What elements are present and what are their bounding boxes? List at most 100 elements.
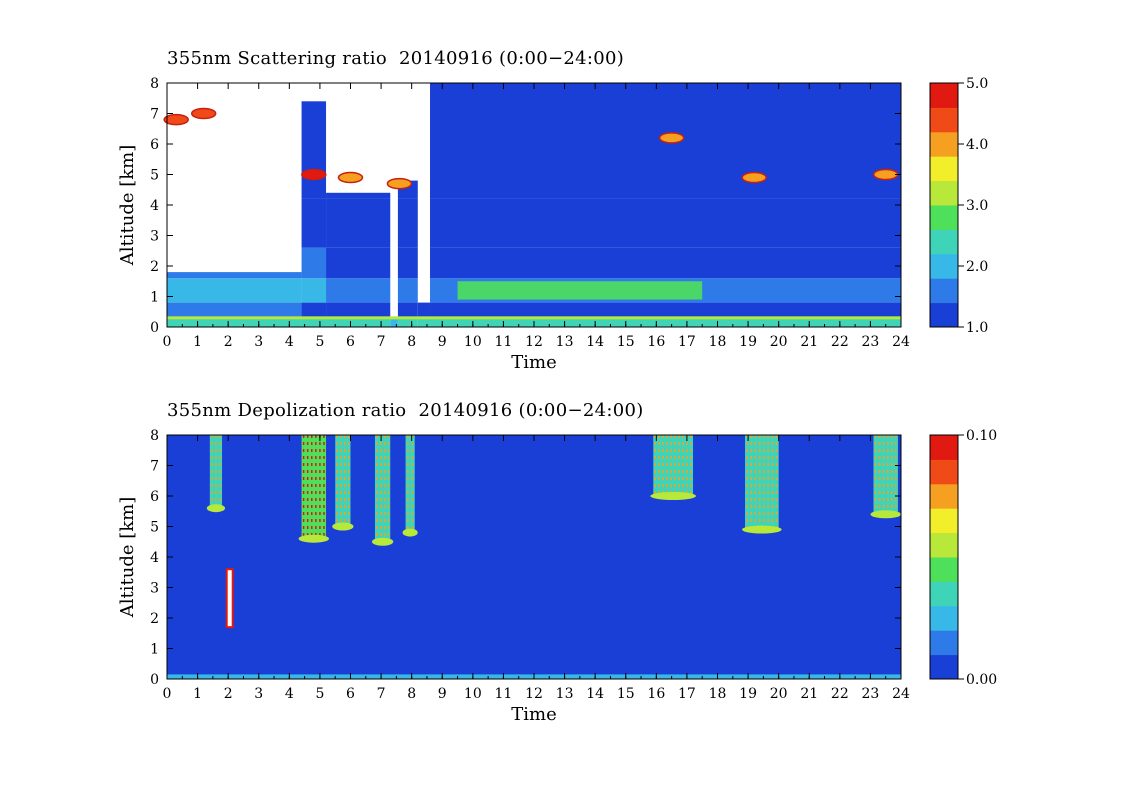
heatmap-cell	[326, 247, 391, 279]
colorbar-segment	[930, 605, 958, 613]
colorbar-segment	[930, 502, 958, 509]
colorbar-segment	[930, 211, 958, 218]
y-tick-label: 8	[150, 428, 159, 444]
cloud-feature	[337, 171, 364, 184]
colorbar-segment	[930, 83, 958, 90]
x-tick-label: 0	[163, 686, 172, 702]
y-axis-label: Altitude [km]	[117, 145, 138, 267]
x-tick-label: 22	[831, 334, 849, 350]
x-tick-label: 19	[739, 686, 757, 702]
colorbar-segment	[930, 538, 958, 546]
colorbar-segment	[930, 654, 958, 662]
colorbar-segment	[930, 308, 958, 316]
x-tick-label: 2	[224, 686, 233, 702]
x-tick-label: 21	[800, 334, 818, 350]
x-tick-label: 16	[647, 686, 665, 702]
depol-column	[745, 435, 779, 530]
colorbar-tick-label: 5.0	[966, 76, 988, 92]
x-tick-label: 22	[831, 686, 849, 702]
colorbar-segment	[930, 168, 958, 175]
depol-column	[873, 435, 898, 515]
chart-title: 355nm Scattering ratio 20140916 (0:00−24…	[167, 48, 625, 69]
heatmap-cell	[326, 302, 391, 318]
heatmap-layer	[163, 83, 901, 327]
cloud-base	[742, 525, 782, 534]
colorbar-segment	[930, 95, 958, 102]
x-tick-label: 13	[556, 686, 574, 702]
x-tick-label: 18	[709, 686, 727, 702]
heatmap-cell	[397, 317, 418, 327]
y-tick-label: 1	[150, 290, 159, 306]
colorbar-segment	[930, 107, 958, 114]
x-tick-label: 14	[586, 334, 604, 350]
heatmap-cell	[417, 317, 431, 327]
heatmap-cell	[390, 317, 398, 327]
cloud-feature	[658, 132, 685, 144]
colorbar-segment	[930, 198, 958, 206]
x-tick-label: 11	[495, 334, 513, 350]
colorbar-segment	[930, 557, 958, 564]
colorbar-segment	[930, 508, 958, 515]
heatmap-cell	[326, 192, 391, 199]
heatmap-cell	[430, 247, 901, 279]
colorbar-segment	[930, 532, 958, 540]
y-tick-label: 0	[150, 320, 159, 336]
x-tick-label: 15	[617, 686, 635, 702]
colorbar-segment	[930, 648, 958, 656]
y-tick-label: 7	[150, 107, 159, 123]
heatmap-cell	[430, 302, 901, 318]
x-tick-label: 8	[407, 334, 416, 350]
x-tick-label: 9	[438, 686, 447, 702]
colorbar-segment	[930, 526, 958, 534]
depol-column	[301, 435, 327, 539]
x-tick-label: 1	[193, 686, 202, 702]
x-tick-label: 6	[346, 686, 355, 702]
colorbar-segment	[930, 447, 958, 454]
colorbar-tick-label: 1.0	[966, 320, 988, 336]
colorbar-segment	[930, 496, 958, 503]
x-tick-label: 10	[464, 334, 482, 350]
x-tick-label: 5	[315, 686, 324, 702]
colorbar-segment	[930, 666, 958, 674]
scattering-ratio-chart: 0 1 2 3 4 5 6 7 8 9 10 11 12 13 14 15 16 17 18 19 20 21 22 23 24…	[117, 76, 988, 373]
heatmap-cell	[301, 198, 327, 248]
colorbar-segment	[930, 174, 958, 182]
colorbar-segment	[930, 483, 958, 491]
x-tick-label: 9	[438, 334, 447, 350]
colorbar-segment	[930, 235, 958, 243]
colorbar-segment	[930, 125, 958, 133]
colorbar-segment	[930, 290, 958, 297]
y-tick-label: 0	[150, 672, 159, 688]
colorbar-segment	[930, 630, 958, 637]
colorbar-segment	[930, 162, 958, 169]
colorbar-segment	[930, 611, 958, 619]
x-tick-label: 4	[285, 334, 294, 350]
colorbar-tick-label: 2.0	[966, 259, 988, 275]
x-tick-label: 5	[315, 334, 324, 350]
x-tick-label: 13	[556, 334, 574, 350]
colorbar-segment	[930, 563, 958, 570]
x-tick-label: 3	[254, 686, 263, 702]
colorbar-segment	[930, 259, 958, 267]
x-tick-label: 24	[892, 686, 910, 702]
colorbar-segment	[930, 272, 958, 279]
x-tick-label: 11	[495, 686, 513, 702]
x-axis-label: Time	[511, 704, 556, 725]
colorbar-segment	[930, 569, 958, 576]
colorbar-segment	[930, 453, 958, 460]
y-tick-label: 5	[150, 168, 159, 184]
heatmap-cell	[326, 278, 391, 303]
colorbar-segment	[930, 217, 958, 224]
y-tick-label: 3	[150, 581, 159, 597]
colorbar-segment	[930, 636, 958, 643]
cloud-feature	[386, 177, 413, 190]
colorbar-tick-label: 4.0	[966, 137, 988, 153]
x-tick-label: 3	[254, 334, 263, 350]
x-tick-label: 24	[892, 334, 910, 350]
chart-title: 355nm Depolization ratio 20140916 (0:00−…	[167, 400, 644, 421]
colorbar-segment	[930, 550, 958, 558]
x-tick-label: 17	[678, 334, 696, 350]
cloud-feature	[301, 168, 327, 181]
cloud-feature	[190, 107, 217, 120]
heatmap-cell	[167, 272, 302, 279]
